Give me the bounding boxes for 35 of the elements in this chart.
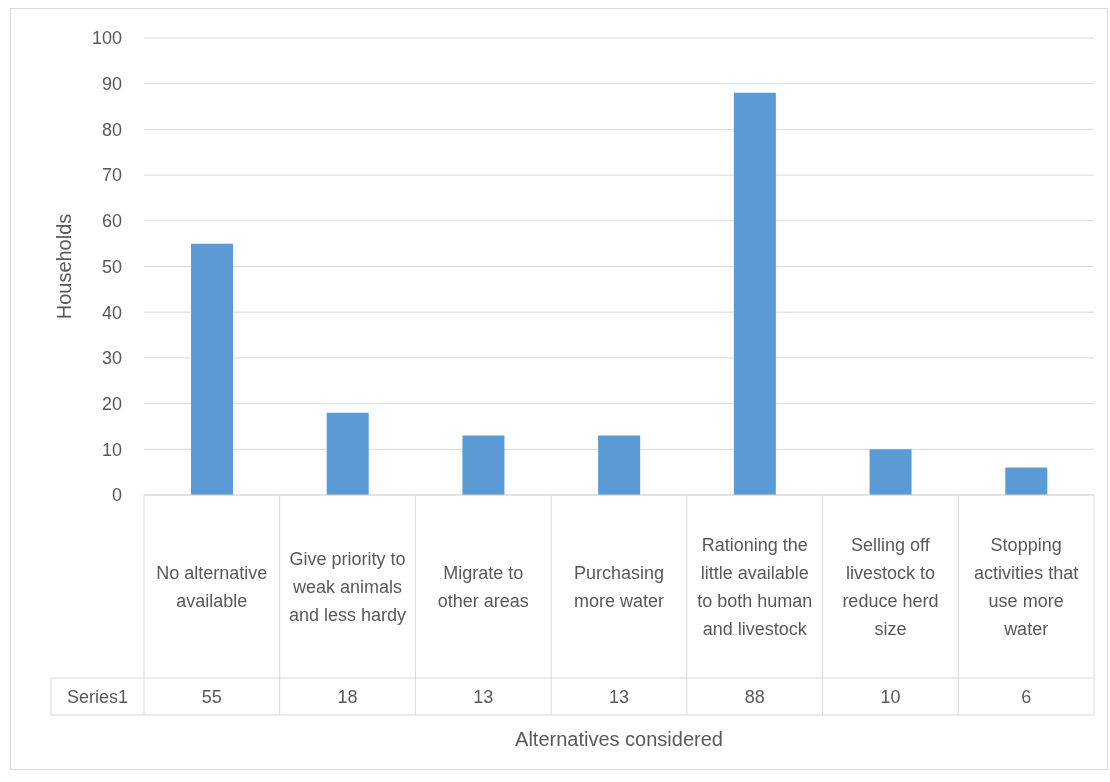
bar	[191, 243, 233, 495]
y-tick-label: 40	[101, 302, 122, 323]
data-label: 18	[337, 686, 358, 707]
y-tick-label: 30	[101, 348, 122, 369]
y-tick-label: 80	[101, 119, 122, 140]
x-tick-label: Selling off livestock to reduce herd size	[842, 534, 939, 639]
bar	[733, 92, 776, 495]
y-tick-label: 90	[101, 74, 122, 95]
y-tick-label: 70	[101, 165, 122, 186]
x-axis-title: Alternatives considered	[515, 728, 723, 750]
x-tick-label: No alternative available	[156, 562, 268, 611]
bar	[869, 449, 912, 495]
x-tick-label: Purchasing more water	[573, 562, 665, 611]
x-tick-label: Stopping activities that use more water	[974, 534, 1079, 639]
y-tick-label: 60	[101, 211, 122, 232]
bar	[598, 435, 641, 495]
data-label: 88	[744, 686, 765, 707]
y-tick-label: 50	[101, 256, 122, 277]
y-tick-label: 100	[91, 28, 122, 49]
bar	[1005, 467, 1048, 495]
bar	[462, 435, 505, 495]
bar	[326, 412, 369, 495]
y-tick-label: 0	[111, 485, 122, 506]
text: Series1	[66, 686, 129, 707]
data-label: 13	[473, 686, 494, 707]
y-axis-title: Households	[53, 213, 75, 320]
data-label: 6	[1021, 686, 1032, 707]
x-tick-label: Migrate to other areas	[437, 562, 529, 611]
x-tick-label: Rationing the little available to both human and livestock	[697, 534, 813, 639]
y-tick-label: 20	[101, 393, 122, 414]
y-tick-label: 10	[101, 439, 122, 460]
data-label: 10	[880, 686, 901, 707]
x-tick-label: Give priority to weak animals and less hardy	[289, 548, 407, 625]
data-label: 55	[201, 686, 222, 707]
data-label: 13	[608, 686, 630, 707]
